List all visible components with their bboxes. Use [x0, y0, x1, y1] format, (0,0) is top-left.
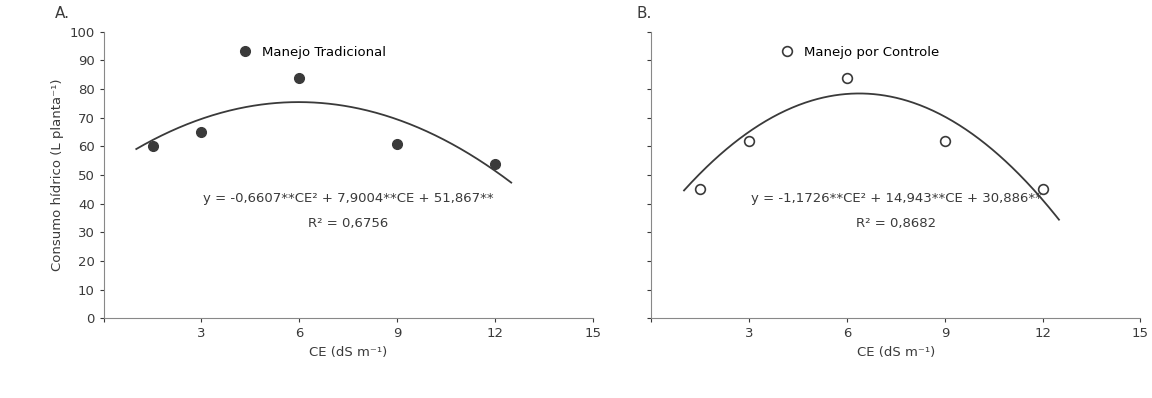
Text: R² = 0,8682: R² = 0,8682	[856, 217, 937, 230]
Legend: Manejo Tradicional: Manejo Tradicional	[227, 41, 392, 64]
Text: y = -0,6607**CE² + 7,9004**CE + 51,867**: y = -0,6607**CE² + 7,9004**CE + 51,867**	[203, 191, 493, 205]
Y-axis label: Consumo hídrico (L planta⁻¹): Consumo hídrico (L planta⁻¹)	[51, 79, 63, 271]
Text: R² = 0,6756: R² = 0,6756	[308, 217, 388, 230]
Legend: Manejo por Controle: Manejo por Controle	[768, 41, 945, 64]
Text: B.: B.	[637, 6, 652, 21]
X-axis label: CE (dS m⁻¹): CE (dS m⁻¹)	[857, 346, 935, 359]
Text: A.: A.	[55, 6, 70, 21]
Text: y = -1,1726**CE² + 14,943**CE + 30,886**: y = -1,1726**CE² + 14,943**CE + 30,886**	[750, 191, 1041, 205]
X-axis label: CE (dS m⁻¹): CE (dS m⁻¹)	[309, 346, 387, 359]
